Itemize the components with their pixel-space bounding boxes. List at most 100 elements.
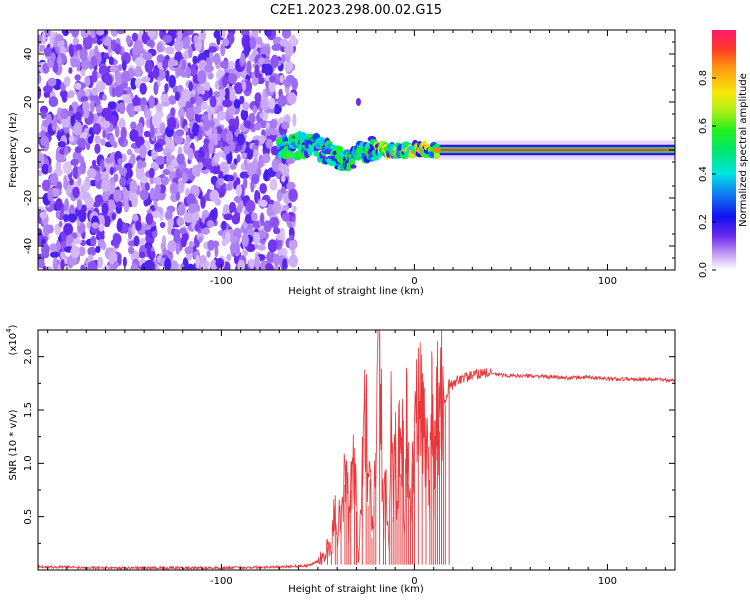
- noise-cell: [288, 188, 298, 202]
- noise-cell: [131, 193, 138, 208]
- noise-cell: [204, 64, 214, 73]
- noise-cell: [115, 71, 123, 86]
- snr-y-axis-label: SNR (10 * v/v): [8, 409, 19, 480]
- noise-cell: [150, 124, 155, 138]
- noise-cell: [114, 85, 124, 98]
- noise-cell: [40, 135, 49, 147]
- noise-cell: [41, 163, 50, 175]
- noise-cell: [282, 204, 290, 212]
- noise-cell: [169, 260, 179, 270]
- x-tick-label: -100: [210, 276, 233, 287]
- noise-cell: [183, 212, 194, 224]
- noise-cell: [68, 90, 75, 98]
- noise-cell: [156, 42, 163, 53]
- noise-cell: [229, 87, 236, 101]
- noise-cell: [260, 97, 270, 111]
- noise-cell: [259, 183, 268, 194]
- noise-cell: [225, 183, 233, 191]
- carrier-band-core: [433, 148, 675, 152]
- noise-cell: [227, 174, 235, 182]
- noise-cell: [51, 172, 58, 186]
- noise-cell: [228, 201, 237, 213]
- noise-cell: [252, 105, 258, 115]
- noise-cell: [236, 133, 245, 146]
- noise-cell: [188, 81, 193, 92]
- noise-cell: [126, 149, 133, 156]
- noise-cell: [118, 167, 128, 176]
- noise-cell: [284, 42, 294, 57]
- noise-cell: [186, 193, 196, 207]
- noise-cell: [67, 110, 74, 117]
- noise-cell: [113, 189, 122, 203]
- noise-cell: [127, 229, 133, 240]
- noise-cell: [281, 30, 292, 39]
- spectrogram-x-axis-label: Height of straight line (km): [288, 286, 424, 297]
- noise-cell: [110, 30, 119, 37]
- noise-cell: [264, 63, 273, 77]
- noise-cell: [167, 117, 177, 130]
- noise-cell: [194, 223, 200, 232]
- noise-cell: [164, 83, 169, 93]
- noise-cell: [53, 61, 59, 74]
- noise-cell: [288, 240, 297, 251]
- y-tick-label: 20: [23, 96, 34, 109]
- noise-cell: [150, 251, 156, 260]
- noise-cell: [224, 87, 230, 102]
- noise-cell: [160, 242, 166, 250]
- noise-cell: [251, 173, 260, 185]
- snr-x-axis-label: Height of straight line (km): [288, 584, 424, 595]
- noise-cell: [262, 57, 270, 65]
- noise-cell: [233, 99, 241, 109]
- colorbar-label: Normalized spectral amplitude: [738, 73, 749, 227]
- noise-cell: [269, 75, 277, 83]
- y-tick-label: 2.0: [23, 349, 34, 365]
- noise-cell: [76, 199, 83, 211]
- noise-cell: [245, 200, 256, 213]
- noise-cell: [281, 164, 290, 177]
- noise-cell: [229, 243, 237, 253]
- noise-cell: [100, 138, 106, 146]
- noise-cell: [80, 96, 89, 103]
- noise-cell: [285, 74, 295, 83]
- noise-cell: [107, 199, 116, 212]
- noise-cell: [54, 223, 61, 236]
- noise-cell: [144, 182, 150, 192]
- noise-cell: [113, 261, 120, 268]
- noise-cell: [248, 112, 256, 124]
- noise-cell: [155, 155, 165, 165]
- noise-cell: [123, 191, 128, 205]
- noise-cell: [114, 125, 120, 138]
- noise-cell: [162, 34, 173, 43]
- noise-cell: [165, 69, 170, 82]
- noise-cell: [197, 70, 207, 84]
- noise-cell: [60, 108, 69, 120]
- noise-cell: [220, 60, 230, 69]
- noise-cell: [94, 143, 101, 154]
- noise-cell: [109, 166, 114, 176]
- track-cell: [432, 147, 441, 153]
- noise-cell: [168, 74, 176, 88]
- noise-cell: [84, 75, 91, 88]
- track-cell: [349, 158, 355, 164]
- noise-cell: [217, 151, 224, 158]
- noise-cell: [49, 243, 58, 253]
- noise-cell: [39, 211, 48, 219]
- noise-cell: [55, 160, 62, 173]
- noise-cell: [75, 44, 83, 51]
- noise-cell: [60, 259, 65, 270]
- track-cell: [286, 152, 294, 159]
- noise-cell: [175, 241, 180, 255]
- noise-cell: [196, 85, 205, 94]
- noise-cell: [185, 66, 192, 79]
- noise-cell: [48, 164, 53, 174]
- noise-cell: [115, 201, 123, 209]
- noise-cell: [69, 178, 74, 186]
- noise-cell: [226, 253, 232, 261]
- noise-cell: [139, 82, 147, 95]
- noise-cell: [126, 103, 134, 113]
- noise-cell: [194, 112, 199, 123]
- noise-cell: [72, 37, 80, 45]
- noise-cell: [248, 258, 255, 270]
- noise-cell: [41, 31, 47, 45]
- noise-cell: [133, 105, 142, 112]
